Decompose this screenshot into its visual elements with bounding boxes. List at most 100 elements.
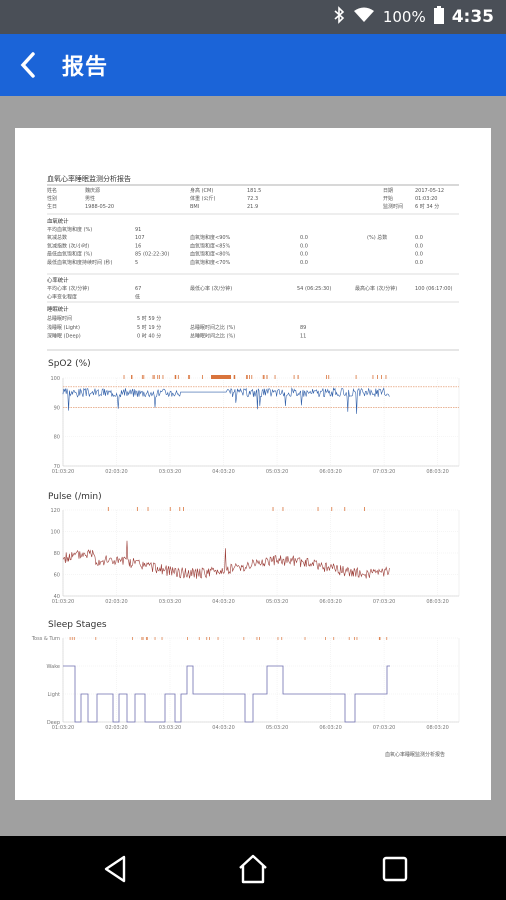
y-tick-label: 120	[50, 508, 60, 514]
spo2-stat-v: 85 (02:22:30)	[135, 252, 169, 258]
spo2-stat-l: 氧减总数	[47, 234, 67, 241]
spo2-stat-v2: 0.0	[300, 252, 308, 258]
hr-stat-l2: 最低心率 (次/分钟)	[190, 285, 232, 292]
spo2-stat-v2: 0.0	[300, 243, 308, 249]
spo2-section-label: 血氧统计	[47, 217, 69, 225]
x-tick-label: 07:03:20	[373, 725, 395, 731]
x-tick-label: 01:03:20	[52, 599, 74, 605]
sleep-stat-l2: 总睡眠时间之比 (%)	[190, 333, 235, 340]
sleep-stat-v2: 89	[300, 325, 306, 331]
x-tick-label: 07:03:20	[373, 599, 395, 605]
y-tick-label: Toss & Turn	[31, 636, 60, 642]
x-tick-label: 01:03:20	[52, 469, 74, 475]
report-title: 血氧心率睡眠监测分析报告	[47, 174, 131, 183]
x-tick-label: 04:03:20	[212, 599, 234, 605]
battery-percent: 100%	[382, 8, 426, 26]
x-tick-label: 06:03:20	[319, 725, 341, 731]
spo2-stat-l2: 血氧饱和度<90%	[190, 234, 231, 241]
info-l1: 性别	[47, 195, 57, 202]
info-v2: 72.3	[247, 196, 258, 202]
info-v3: 6 时 34 分	[415, 203, 439, 210]
nav-back-button[interactable]	[98, 852, 132, 886]
spo2-stat-v2: 0.0	[300, 260, 308, 266]
hr-stat-l3: 最高心率 (次/分钟)	[355, 285, 397, 292]
y-tick-label: 80	[54, 551, 60, 557]
sleep-stat-l: 浅睡眠 (Light)	[47, 324, 80, 331]
y-tick-label: 40	[54, 594, 60, 600]
spo2-stat-v3: 0.0	[415, 260, 423, 266]
x-tick-label: 04:03:20	[212, 469, 234, 475]
y-tick-label: 80	[54, 435, 60, 441]
app-bar: 报告	[0, 34, 506, 96]
x-tick-label: 05:03:20	[266, 469, 288, 475]
spo2-stat-l2: 血氧饱和度<85%	[190, 242, 231, 249]
home-icon	[239, 854, 267, 884]
y-tick-label: 100	[50, 376, 60, 382]
report-viewer[interactable]: 血氧心率睡眠监测分析报告 姓名 魏庆源 身高 (CM) 181.5 日期 2017-05-…	[0, 96, 506, 836]
info-v2: 21.9	[247, 204, 258, 210]
spo2-stat-l2: 血氧饱和度<70%	[190, 259, 231, 266]
sleep-stat-v: 0 时 40 分	[137, 333, 161, 340]
spo2-stat-l: 平均血氧饱和度 (%)	[47, 226, 92, 233]
back-button[interactable]	[0, 34, 56, 96]
report-page: 血氧心率睡眠监测分析报告 姓名 魏庆源 身高 (CM) 181.5 日期 2017-05-…	[15, 128, 491, 800]
report-document: 血氧心率睡眠监测分析报告 姓名 魏庆源 身高 (CM) 181.5 日期 2017-05-…	[31, 174, 460, 758]
spo2-stat-v: 5	[135, 260, 138, 266]
info-v1: 男性	[85, 195, 95, 202]
sleep-chart: Sleep Stages Toss & Turn Wake Light Deep01:…	[31, 620, 460, 731]
nav-recents-button[interactable]	[378, 852, 412, 886]
sleep-stat-v: 5 时 19 分	[137, 324, 161, 331]
spo2-stat-v3: 0.0	[415, 235, 423, 241]
x-tick-label: 08:03:20	[426, 599, 448, 605]
hr-stat-v2: 54 (06:25:30)	[297, 286, 331, 292]
sleep-stats: 睡眠统计总睡眠时间 5 时 59 分浅睡眠 (Light) 5 时 19 分总睡眠时…	[47, 305, 306, 340]
hr-stat-l: 心率变化程度	[47, 294, 77, 301]
hr-stat-v: 低	[135, 294, 140, 301]
x-tick-label: 08:03:20	[426, 469, 448, 475]
y-tick-label: 60	[54, 573, 60, 579]
x-tick-label: 03:03:20	[159, 599, 181, 605]
x-tick-label: 06:03:20	[319, 599, 341, 605]
spo2-stat-v: 107	[135, 235, 145, 241]
info-v3: 01:03:20	[415, 196, 437, 202]
info-l2: BMI	[190, 204, 199, 210]
spo2-stat-l3: (%) 总数	[367, 234, 387, 241]
patient-info: 姓名 魏庆源 身高 (CM) 181.5 日期 2017-05-12 性别 男性 体重 (公斤)…	[47, 187, 444, 210]
info-l2: 身高 (CM)	[190, 187, 213, 194]
y-tick-label: 90	[54, 405, 60, 411]
spo2-stat-l: 最低血氧饱和度 (%)	[47, 251, 92, 258]
page-title: 报告	[62, 55, 109, 80]
info-l3: 开始	[383, 195, 393, 202]
info-v1: 1988-05-20	[85, 204, 114, 210]
info-l3: 监测时间	[383, 203, 403, 210]
spo2-stat-v: 16	[135, 243, 141, 249]
hr-stat-v: 67	[135, 286, 141, 292]
triangle-back-icon	[104, 855, 126, 883]
spo2-stat-v: 91	[135, 227, 141, 233]
hr-stat-l: 平均心率 (次/分钟)	[47, 285, 89, 292]
nav-home-button[interactable]	[236, 852, 270, 886]
y-tick-label: 100	[50, 530, 60, 536]
info-l1: 姓名	[47, 187, 57, 194]
pulse-chart-title: Pulse (/min)	[48, 492, 102, 502]
spo2-stat-v3: 0.0	[415, 243, 423, 249]
sleep-stat-l2: 总睡眠时间之比 (%)	[190, 324, 235, 331]
spo2-stat-l: 最低血氧饱和度持续时间 (秒)	[47, 259, 113, 266]
spo2-stat-l: 氧减指数 (次/小时)	[47, 242, 89, 249]
info-l1: 生日	[47, 203, 57, 210]
hr-section-label: 心率统计	[47, 276, 69, 284]
spo2-chart-title: SpO2 (%)	[48, 359, 91, 369]
x-tick-label: 04:03:20	[212, 725, 234, 731]
square-recents-icon	[382, 856, 408, 882]
info-v2: 181.5	[247, 188, 261, 194]
sleep-stat-v2: 11	[300, 334, 306, 340]
x-tick-label: 08:03:20	[426, 725, 448, 731]
y-tick-label: Wake	[47, 664, 60, 670]
clock: 4:35	[451, 7, 494, 27]
spo2-stat-v2: 0.0	[300, 235, 308, 241]
y-tick-label: 70	[54, 464, 60, 470]
info-v1: 魏庆源	[85, 187, 100, 194]
